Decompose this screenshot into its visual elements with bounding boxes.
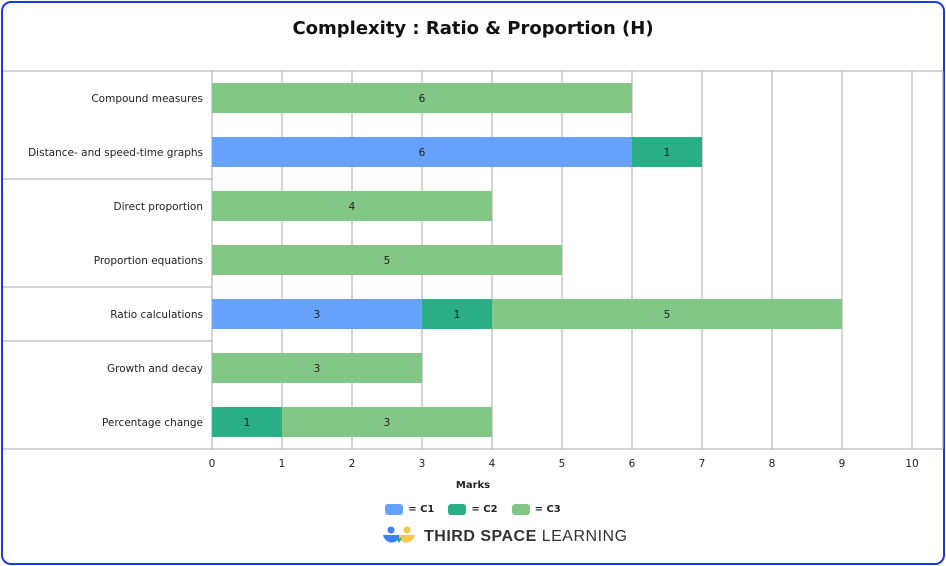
bar-segment <box>212 353 422 383</box>
x-tick-label: 7 <box>699 458 706 470</box>
x-tick-label: 5 <box>559 458 566 470</box>
data-label: 6 <box>419 93 426 105</box>
legend-label: = C2 <box>471 504 498 515</box>
category-label: Distance- and speed-time graphs <box>28 147 203 159</box>
bar-segment <box>492 299 842 329</box>
data-label: 3 <box>314 363 321 375</box>
category-label: Ratio calculations <box>110 309 203 321</box>
x-tick-label: 8 <box>769 458 776 470</box>
data-label: 1 <box>664 147 671 159</box>
bar-segment <box>212 83 632 113</box>
x-tick-label: 0 <box>209 458 216 470</box>
x-tick-label: 6 <box>629 458 636 470</box>
legend-label: = C1 <box>408 504 435 515</box>
bar-segment <box>212 407 282 437</box>
x-tick-label: 9 <box>839 458 846 470</box>
category-label: Direct proportion <box>114 201 203 213</box>
x-tick-label: 3 <box>419 458 426 470</box>
bar-segment <box>212 137 632 167</box>
legend: = C1 = C2 = C3 <box>0 504 946 515</box>
legend-swatch <box>448 504 467 515</box>
legend-swatch <box>511 504 530 515</box>
x-tick-label: 2 <box>349 458 356 470</box>
data-label: 6 <box>419 147 426 159</box>
bar-segment <box>282 407 492 437</box>
legend-item: = C1 <box>385 504 434 515</box>
bar-segment <box>212 299 422 329</box>
third-space-learning-logo: THIRD SPACE LEARNING <box>382 526 628 548</box>
category-label: Compound measures <box>91 93 203 105</box>
x-tick-label: 10 <box>905 458 918 470</box>
data-label: 4 <box>349 201 356 213</box>
x-axis-label: Marks <box>455 480 491 491</box>
bar-segment <box>422 299 492 329</box>
bar-segment <box>212 191 492 221</box>
bar-segment <box>632 137 702 167</box>
data-label: 5 <box>384 255 391 267</box>
legend-label: = C3 <box>534 504 561 515</box>
logo-text-light: LEARNING <box>541 528 628 545</box>
legend-item: = C3 <box>511 504 561 515</box>
x-tick-label: 1 <box>279 458 286 470</box>
chart-title: Complexity : Ratio & Proportion (H) <box>292 18 654 39</box>
logo-text-bold: THIRD SPACE <box>424 528 537 545</box>
data-label: 3 <box>384 417 391 429</box>
category-label: Percentage change <box>102 417 203 429</box>
data-label: 5 <box>664 309 671 321</box>
x-tick-label: 4 <box>489 458 496 470</box>
legend-item: = C2 <box>448 504 498 515</box>
data-label: 1 <box>244 417 251 429</box>
bar-segment <box>212 245 562 275</box>
data-label: 1 <box>454 309 461 321</box>
legend-swatch <box>385 504 404 515</box>
category-label: Growth and decay <box>107 363 203 375</box>
logo-icon <box>383 526 415 543</box>
data-label: 3 <box>314 309 321 321</box>
category-label: Proportion equations <box>94 255 203 267</box>
